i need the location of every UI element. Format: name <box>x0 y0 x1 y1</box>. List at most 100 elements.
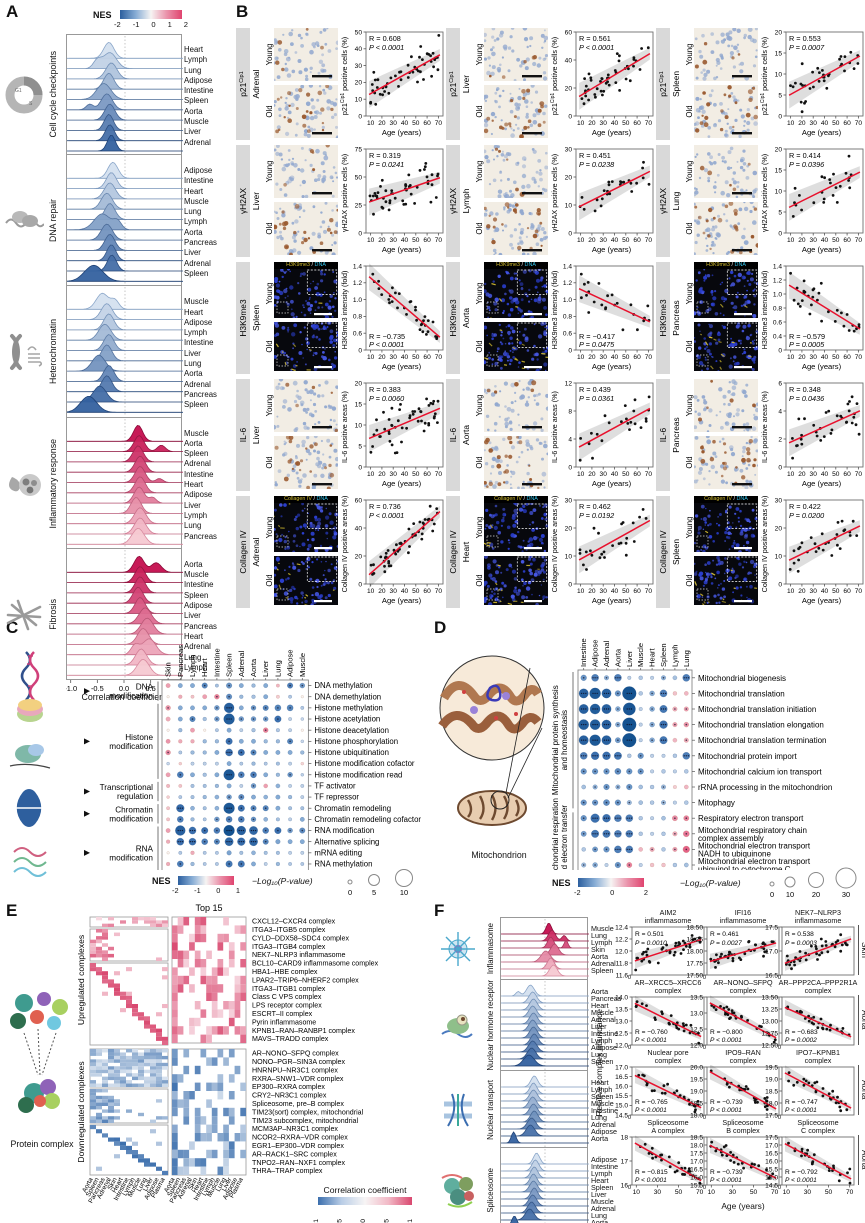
old-label: Old <box>685 456 694 468</box>
marker-strip <box>656 379 670 491</box>
svg-text:0: 0 <box>568 464 572 471</box>
svg-text:60: 60 <box>355 497 363 504</box>
nes-colorbar <box>178 876 234 885</box>
svg-text:R = 0.422: R = 0.422 <box>789 502 821 511</box>
svg-text:p21Cip1 positive cells (%): p21Cip1 positive cells (%) <box>550 37 559 115</box>
svg-text:Young: Young <box>265 283 274 305</box>
svg-text:TF activator: TF activator <box>314 782 356 791</box>
svg-text:Muscle: Muscle <box>298 653 307 677</box>
svg-text:0.5: 0.5 <box>146 684 156 693</box>
svg-text:Histone phosphorylation: Histone phosphorylation <box>314 737 398 746</box>
svg-text:Mitochondrial respiratory chai: Mitochondrial respiratory chain <box>698 826 807 835</box>
svg-text:30: 30 <box>390 588 398 595</box>
svg-text:Age (years): Age (years) <box>802 245 842 254</box>
old-label: Old <box>685 105 694 117</box>
marker-label: H3K9me3 <box>238 299 248 337</box>
svg-text:Heart: Heart <box>648 648 657 667</box>
organ-label: Pancreas <box>671 417 681 452</box>
svg-text:modification: modification <box>109 814 153 823</box>
svg-text:Mitochondrial translation term: Mitochondrial translation termination <box>698 736 827 745</box>
svg-text:Age (years): Age (years) <box>592 128 632 137</box>
tissue-label: Intestine <box>591 1162 619 1171</box>
svg-text:10: 10 <box>367 120 375 127</box>
svg-text:0.0: 0.0 <box>119 684 129 693</box>
old-label: Old <box>475 105 484 117</box>
micrograph-old <box>274 202 338 255</box>
svg-text:P = 0.0200: P = 0.0200 <box>789 511 824 520</box>
svg-text:Liver: Liver <box>625 650 634 667</box>
svg-text:0: 0 <box>568 581 572 588</box>
svg-text:50: 50 <box>832 588 840 595</box>
svg-text:0: 0 <box>568 230 572 237</box>
micrograph-old <box>274 436 338 489</box>
svg-text:40: 40 <box>611 471 619 478</box>
svg-text:p21Cip1 positive cells (%): p21Cip1 positive cells (%) <box>340 37 349 115</box>
tissue-label: Lymph <box>184 217 208 227</box>
svg-text:20: 20 <box>355 553 363 560</box>
svg-text:Young: Young <box>475 283 484 305</box>
svg-text:Old: Old <box>475 456 484 468</box>
micrograph-young <box>484 503 548 552</box>
young-label: Young <box>265 161 274 183</box>
ridge-group-box <box>66 286 183 418</box>
micrograph-old <box>274 556 338 605</box>
tissue-label: Liver <box>591 1022 607 1031</box>
ridge-group-box <box>500 1148 589 1223</box>
svg-text:Lung: Lung <box>682 650 691 667</box>
if-channel-label: H3K9me3 / DNA <box>484 262 548 269</box>
tissue-label: Spleen <box>591 1057 614 1066</box>
old-label: Old <box>475 340 484 352</box>
tissue-label: Muscle <box>184 196 209 206</box>
tissue-label: Adipose <box>184 166 213 175</box>
svg-text:20: 20 <box>378 471 386 478</box>
svg-text:30: 30 <box>600 471 608 478</box>
svg-text:R = 0.439: R = 0.439 <box>579 385 611 394</box>
svg-text:15: 15 <box>355 401 363 408</box>
svg-text:P = 0.0007: P = 0.0007 <box>789 43 825 52</box>
micrograph-old <box>484 436 548 489</box>
svg-text:6: 6 <box>778 380 782 387</box>
svg-text:mRNA editing: mRNA editing <box>314 848 362 857</box>
svg-text:30: 30 <box>390 354 398 361</box>
tissue-label: Lung <box>184 521 202 531</box>
svg-text:20: 20 <box>798 354 806 361</box>
svg-text:20: 20 <box>798 120 806 127</box>
svg-text:60: 60 <box>843 354 851 361</box>
marker-label: γH2AX <box>658 188 668 214</box>
svg-text:1.0: 1.0 <box>773 291 782 298</box>
svg-text:Young: Young <box>475 517 484 539</box>
svg-text:Histone modification cofactor: Histone modification cofactor <box>314 759 415 768</box>
ridge-plot <box>501 919 589 980</box>
scatter-title: Spliceosome A complex <box>647 1118 689 1135</box>
svg-text:Liver: Liver <box>251 426 261 444</box>
svg-text:Mitochondrial translation: Mitochondrial translation <box>698 689 785 698</box>
tissue-label: Aorta <box>591 1134 609 1143</box>
svg-text:8: 8 <box>568 408 572 415</box>
svg-text:20: 20 <box>798 588 806 595</box>
svg-text:10: 10 <box>786 890 794 898</box>
svg-text:R = 0.736: R = 0.736 <box>369 502 401 511</box>
svg-text:40: 40 <box>611 588 619 595</box>
svg-text:P < 0.0001: P < 0.0001 <box>369 43 404 52</box>
svg-text:Heart: Heart <box>200 658 209 677</box>
svg-text:DNA methylation: DNA methylation <box>314 681 372 690</box>
tissue-label: Adrenal <box>184 258 211 268</box>
marker-strip <box>446 496 460 608</box>
micrograph-old <box>484 322 548 371</box>
nes-colorbar-legend: NES <box>93 10 112 20</box>
svg-text:20: 20 <box>588 237 596 244</box>
svg-text:70: 70 <box>435 471 443 478</box>
svg-text:Age (years): Age (years) <box>802 479 842 488</box>
marker-label: p21Cip1 <box>238 71 248 97</box>
svg-text:modification: modification <box>109 692 153 701</box>
svg-text:complex assembly: complex assembly <box>698 834 764 843</box>
svg-text:Young: Young <box>475 44 484 66</box>
scatter-organ-label: Skin <box>860 942 865 958</box>
tissue-label: Lymph <box>591 1169 613 1178</box>
tissue-label: Muscle <box>184 117 209 127</box>
